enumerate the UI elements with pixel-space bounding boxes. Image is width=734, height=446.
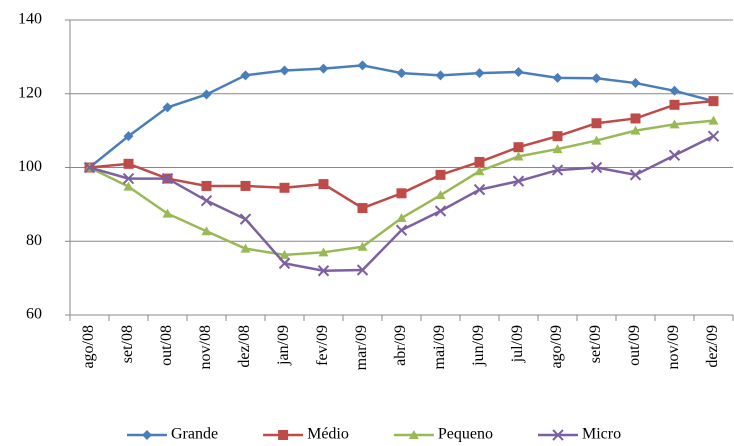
x-tick-label: dez/09: [704, 325, 721, 368]
x-tick-label: set/09: [587, 325, 604, 363]
marker: [435, 169, 446, 180]
marker: [630, 78, 641, 89]
marker: [669, 85, 680, 96]
marker: [318, 247, 329, 257]
marker: [357, 241, 368, 251]
y-tick-label: 100: [18, 158, 42, 175]
marker: [279, 65, 290, 76]
x-tick-label: dez/08: [236, 325, 253, 368]
marker: [123, 131, 134, 142]
marker: [357, 60, 368, 71]
marker: [552, 144, 563, 154]
marker: [590, 161, 603, 174]
legend-label: Grande: [171, 426, 218, 443]
x-tick-label: jul/09: [509, 325, 526, 363]
marker: [629, 169, 642, 181]
legend-marker: [142, 430, 152, 440]
marker: [707, 130, 720, 142]
marker: [201, 89, 212, 100]
x-tick-label: ago/09: [548, 325, 565, 369]
x-tick-label: abr/09: [392, 325, 409, 366]
marker: [552, 131, 563, 142]
marker: [279, 249, 290, 259]
y-tick-label: 80: [26, 232, 42, 249]
x-tick-label: mai/09: [431, 325, 448, 369]
marker: [161, 172, 174, 185]
marker: [630, 113, 641, 124]
x-tick-label: fev/09: [314, 325, 331, 366]
x-tick-label: out/09: [626, 325, 643, 366]
marker: [162, 102, 173, 113]
marker: [669, 99, 680, 110]
marker: [395, 224, 408, 236]
marker: [435, 70, 446, 81]
marker: [591, 73, 602, 84]
marker: [396, 188, 407, 199]
legend-marker: [552, 429, 564, 441]
marker: [474, 68, 485, 79]
marker: [551, 164, 564, 176]
marker: [396, 213, 407, 223]
marker: [123, 158, 134, 169]
marker: [708, 96, 719, 107]
marker: [278, 257, 291, 270]
series-line: [88, 64, 714, 169]
marker: [513, 142, 524, 153]
marker: [240, 70, 251, 81]
marker: [239, 213, 252, 225]
marker: [708, 115, 719, 125]
x-tick-label: nov/08: [197, 325, 214, 369]
marker: [83, 161, 96, 174]
marker: [591, 135, 602, 145]
marker: [474, 156, 485, 167]
legend-label: Micro: [582, 426, 621, 443]
marker: [240, 180, 251, 191]
marker: [552, 72, 563, 83]
marker: [279, 182, 290, 193]
y-tick-label: 60: [26, 306, 42, 323]
marker: [122, 172, 135, 185]
legend-label: Médio: [307, 426, 349, 443]
x-tick-label: ago/08: [80, 325, 97, 369]
marker: [630, 125, 641, 135]
y-tick-label: 140: [18, 11, 42, 28]
marker: [435, 190, 446, 200]
marker: [162, 208, 173, 218]
marker: [201, 180, 212, 191]
x-tick-label: jun/09: [470, 325, 487, 367]
x-tick-label: set/08: [119, 325, 136, 363]
marker: [434, 205, 447, 217]
marker: [668, 149, 681, 162]
marker: [512, 175, 525, 187]
x-tick-label: out/08: [158, 325, 175, 366]
marker: [669, 119, 680, 129]
marker: [396, 68, 407, 79]
x-tick-label: mar/09: [353, 325, 370, 370]
series-line: [89, 135, 715, 273]
marker: [473, 183, 486, 196]
marker: [591, 118, 602, 129]
marker: [200, 194, 213, 207]
marker: [513, 151, 524, 161]
marker: [240, 243, 251, 253]
marker: [356, 264, 369, 276]
x-tick-label: jan/09: [275, 325, 292, 366]
legend-marker: [408, 430, 419, 439]
marker: [201, 226, 212, 236]
marker: [318, 63, 329, 74]
marker: [123, 181, 134, 191]
marker: [474, 166, 485, 176]
marker: [317, 265, 330, 277]
marker: [357, 203, 368, 214]
marker: [513, 66, 524, 77]
legend-label: Pequeno: [438, 426, 493, 443]
x-tick-label: nov/09: [665, 325, 682, 369]
legend-marker: [278, 430, 289, 440]
marker: [318, 179, 329, 190]
y-tick-label: 120: [18, 84, 42, 101]
